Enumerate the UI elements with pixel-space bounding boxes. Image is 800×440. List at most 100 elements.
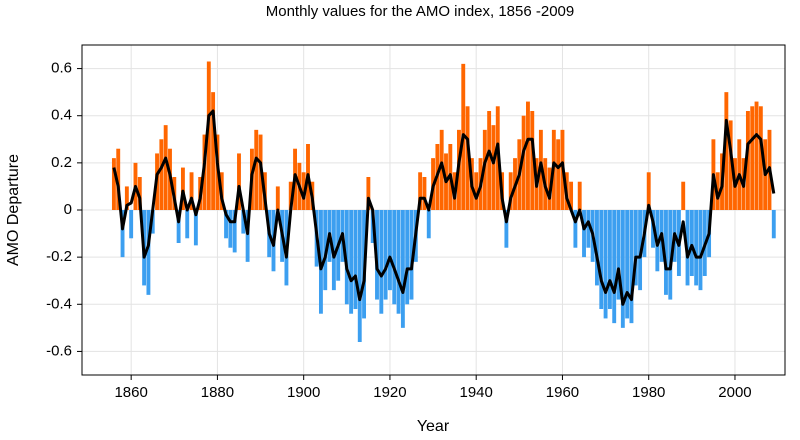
bar	[633, 210, 638, 286]
y-tick-label: -0.4	[46, 295, 72, 312]
bar	[758, 106, 763, 210]
bar	[400, 210, 405, 328]
bar	[521, 115, 526, 210]
y-tick-label: 0	[64, 201, 72, 218]
bar	[754, 101, 759, 210]
bar	[603, 210, 608, 319]
y-tick-label: 0.2	[51, 154, 72, 171]
bar	[206, 61, 211, 210]
bar	[137, 177, 142, 210]
bar	[668, 210, 673, 300]
bar	[129, 210, 134, 239]
x-tick-label: 1980	[632, 384, 665, 401]
bar	[232, 210, 237, 253]
bar	[724, 92, 729, 210]
bar	[689, 210, 694, 276]
bar	[163, 125, 168, 210]
bar	[392, 210, 397, 305]
x-tick-label: 1920	[373, 384, 406, 401]
bar	[582, 210, 586, 258]
bar	[439, 129, 444, 210]
bar	[224, 210, 228, 239]
x-tick-label: 1960	[546, 384, 579, 401]
bar	[159, 139, 164, 210]
bar	[646, 172, 651, 210]
bar	[349, 210, 354, 314]
bar	[387, 210, 392, 291]
bar	[664, 210, 668, 295]
bar	[396, 210, 401, 314]
bar	[124, 186, 129, 210]
y-axis-label: AMO Departure	[5, 154, 22, 266]
bar	[211, 92, 216, 210]
bar	[241, 210, 246, 234]
y-tick-label: 0.6	[51, 60, 72, 77]
y-tick-label: -0.2	[46, 248, 72, 265]
bar	[771, 210, 776, 239]
bar	[383, 210, 388, 300]
bar	[530, 111, 535, 210]
bar	[620, 210, 625, 328]
bar	[275, 186, 280, 210]
bar	[418, 172, 423, 210]
bar	[487, 111, 492, 210]
bar	[616, 210, 621, 300]
bar	[556, 139, 561, 210]
bar	[405, 210, 410, 305]
bar	[111, 158, 116, 210]
x-tick-label: 2000	[718, 384, 751, 401]
bar	[569, 181, 574, 210]
bar	[586, 210, 591, 248]
bar	[629, 210, 634, 324]
bar	[607, 210, 612, 309]
bar	[526, 101, 530, 210]
y-tick-label: 0.4	[51, 107, 72, 124]
smoothed-line	[112, 109, 776, 306]
bar	[599, 210, 604, 309]
bar	[237, 153, 241, 210]
bar	[612, 210, 617, 324]
bar	[728, 120, 733, 210]
bar	[508, 172, 513, 210]
bar	[426, 210, 431, 239]
plot-frame	[81, 44, 786, 376]
bar	[422, 177, 427, 210]
bar	[681, 181, 686, 210]
bar	[254, 129, 259, 210]
bar	[491, 125, 496, 210]
bar	[379, 210, 384, 314]
bar	[228, 210, 233, 248]
x-tick-label: 1940	[460, 384, 493, 401]
bar	[577, 181, 582, 210]
bar	[694, 210, 699, 286]
bar	[465, 106, 470, 210]
bar	[409, 210, 414, 300]
bar	[146, 210, 151, 295]
bar	[366, 177, 371, 210]
bar	[357, 210, 362, 342]
bar	[116, 148, 121, 210]
bar	[750, 106, 755, 210]
bar	[288, 181, 293, 210]
bar	[573, 210, 578, 248]
bar	[698, 210, 703, 291]
bar	[176, 210, 181, 243]
y-tick-label: -0.6	[46, 342, 72, 359]
bar	[180, 167, 185, 210]
x-tick-label: 1880	[201, 384, 234, 401]
bar	[474, 172, 479, 210]
x-axis-label: Year	[417, 418, 450, 435]
bar	[193, 210, 198, 246]
bar	[353, 210, 358, 309]
bar	[595, 210, 599, 286]
x-tick-label: 1900	[287, 384, 320, 401]
bar	[625, 210, 630, 319]
bar	[504, 210, 509, 248]
bar	[120, 210, 125, 258]
bar	[189, 172, 194, 210]
chart-title: Monthly values for the AMO index, 1856 -…	[266, 3, 575, 20]
bar	[745, 111, 750, 210]
bar	[185, 210, 190, 239]
